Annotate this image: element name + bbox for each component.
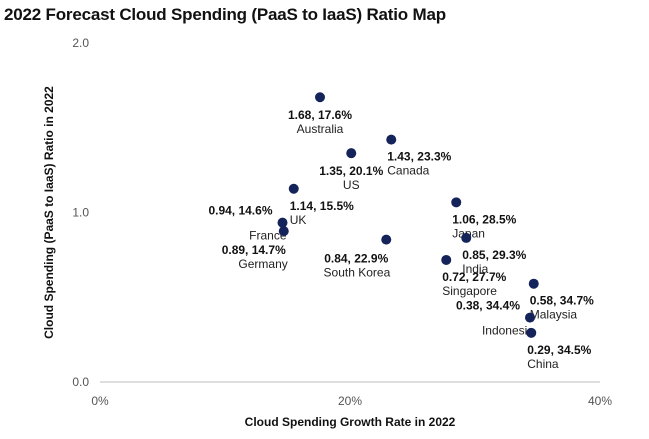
point-indonesia[interactable]: 0.38, 34.4% Indonesia [456, 299, 535, 338]
data-label-value: 1.68, 17.6% [288, 108, 352, 122]
point-uk[interactable]: 1.14, 15.5%UK [288, 183, 354, 227]
point-canada[interactable]: 1.43, 23.3%Canada [386, 134, 452, 178]
data-label-country: South Korea [324, 266, 391, 280]
data-label-country: Canada [387, 164, 429, 178]
y-tick-label: 2.0 [72, 36, 89, 50]
data-label-value: 1.43, 23.3% [387, 150, 451, 164]
point-france[interactable]: 0.94, 14.6% France [208, 204, 288, 243]
chart-title: 2022 Forecast Cloud Spending (PaaS to Ia… [4, 5, 446, 24]
data-label-country: India [462, 262, 488, 276]
data-label-value: 1.14, 15.5% [290, 199, 354, 213]
data-point-marker[interactable] [451, 197, 462, 208]
point-australia[interactable]: 1.68, 17.6%Australia [288, 92, 352, 136]
point-japan[interactable]: 1.06, 28.5%Japan [451, 197, 517, 240]
data-label-country: China [527, 357, 559, 371]
point-germany[interactable]: 0.89, 14.7%Germany [222, 226, 289, 271]
data-label-value: 0.89, 14.7% [222, 243, 286, 257]
data-label-country: UK [290, 213, 307, 227]
data-point-marker[interactable] [525, 312, 535, 323]
x-tick-label: 40% [588, 394, 612, 408]
data-label-country: Australia [297, 122, 344, 136]
data-point-marker[interactable] [278, 226, 289, 237]
data-point-marker[interactable] [288, 183, 299, 194]
data-label-country: Indonesia [482, 324, 534, 338]
data-label-country: Japan [452, 226, 485, 240]
data-point-marker[interactable] [277, 217, 288, 228]
data-point-marker[interactable] [528, 278, 539, 289]
data-label-value: 1.06, 28.5% [452, 212, 516, 226]
point-india[interactable]: 0.85, 29.3%India [461, 232, 527, 276]
point-us[interactable]: 1.35, 20.1%US [319, 148, 384, 192]
data-point-marker[interactable] [346, 148, 357, 159]
data-label-value: 0.29, 34.5% [527, 343, 591, 357]
data-label-country: Germany [238, 257, 287, 271]
data-label-value: 1.35, 20.1% [319, 164, 383, 178]
data-point-marker[interactable] [386, 134, 397, 145]
data-label-value: 0.58, 34.7% [530, 294, 594, 308]
data-point-marker[interactable] [315, 92, 325, 103]
data-label-country: France [249, 229, 287, 243]
data-point-marker[interactable] [381, 234, 392, 245]
x-tick-label: 0% [91, 394, 109, 408]
y-axis-title: Cloud Spending (PaaS to IaaS) Ratio in 2… [42, 86, 56, 339]
data-label-value: 0.85, 29.3% [462, 248, 526, 262]
data-point-marker[interactable] [526, 327, 537, 338]
data-label-value: 0.38, 34.4% [456, 299, 520, 313]
data-label-country: US [343, 178, 360, 192]
data-label-value: 0.84, 22.9% [324, 252, 388, 266]
point-south-korea[interactable]: 0.84, 22.9%South Korea [324, 234, 392, 280]
x-tick-label: 20% [338, 394, 362, 408]
data-point-marker[interactable] [441, 254, 452, 265]
data-label-value: 0.94, 14.6% [208, 204, 272, 218]
point-china[interactable]: 0.29, 34.5%China [526, 327, 592, 371]
data-label-country: Malaysia [530, 308, 578, 322]
point-singapore[interactable]: 0.72, 27.7%Singapore [441, 254, 507, 298]
y-tick-label: 1.0 [72, 206, 89, 220]
x-axis-title: Cloud Spending Growth Rate in 2022 [245, 415, 456, 429]
data-label-country: Singapore [442, 284, 497, 298]
data-label-value: 0.72, 27.7% [442, 270, 506, 284]
y-tick-label: 0.0 [72, 375, 89, 389]
data-point-marker[interactable] [461, 232, 472, 243]
point-malaysia[interactable]: 0.58, 34.7%Malaysia [528, 278, 594, 322]
